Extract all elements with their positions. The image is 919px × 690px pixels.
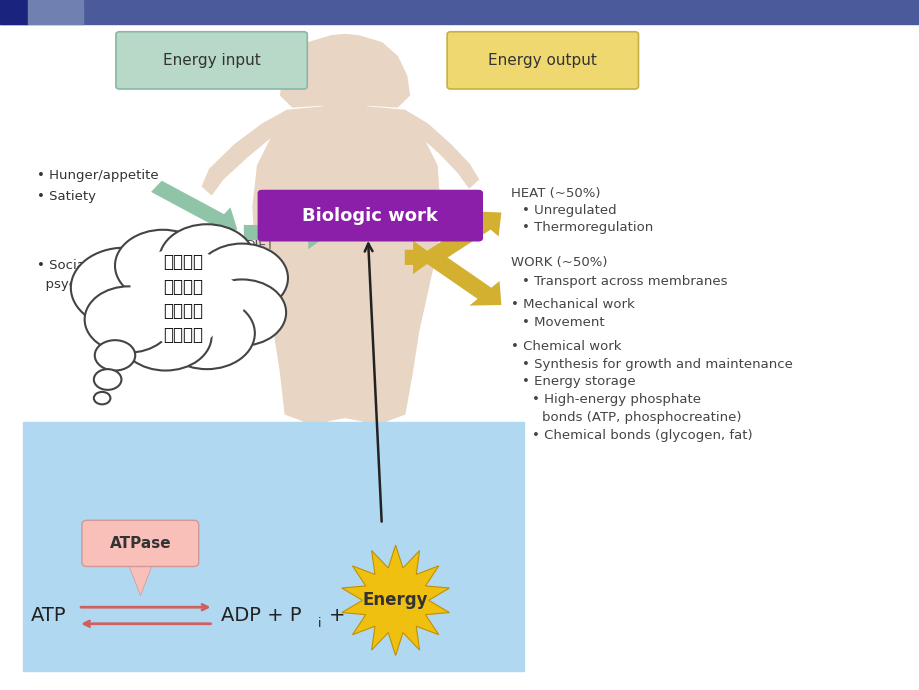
Circle shape [85,286,173,353]
Text: • Energy storage: • Energy storage [521,375,635,388]
Text: • Unregulated: • Unregulated [521,204,616,217]
Polygon shape [425,211,501,263]
Text: bonds (ATP, phosphocreatine): bonds (ATP, phosphocreatine) [541,411,741,424]
Text: i: i [317,618,321,630]
Bar [0,0,28,24]
Text: HEAT (~50%): HEAT (~50%) [510,187,599,199]
Bar [23,422,524,671]
Circle shape [126,245,236,328]
Text: • Hunger/appetite: • Hunger/appetite [37,170,158,182]
Text: Energy: Energy [362,591,428,609]
Polygon shape [425,252,501,306]
Ellipse shape [305,48,384,110]
Circle shape [123,279,199,335]
Circle shape [94,392,110,404]
Text: • Chemical work: • Chemical work [510,340,620,353]
Circle shape [115,230,210,302]
Text: • Movement: • Movement [521,317,604,329]
Text: • High-energy phosphate: • High-energy phosphate [531,393,700,406]
Circle shape [198,279,286,346]
Text: +: + [329,606,346,625]
Polygon shape [342,545,448,656]
Polygon shape [329,100,360,110]
Polygon shape [128,562,153,595]
Circle shape [150,297,218,348]
Text: • Synthesis for growth and maintenance: • Synthesis for growth and maintenance [521,358,791,371]
Text: • Chemical bonds (glycogen, fat): • Chemical bonds (glycogen, fat) [531,429,752,442]
Text: Biologic work: Biologic work [302,206,437,225]
Circle shape [159,297,255,369]
Text: • Thermoregulation: • Thermoregulation [521,221,652,234]
Circle shape [71,248,177,328]
Text: • Social and: • Social and [37,259,118,272]
Polygon shape [253,105,439,490]
Text: • Transport across membranes: • Transport across membranes [521,275,726,288]
Circle shape [119,276,202,338]
Text: • Satiety: • Satiety [37,190,96,203]
Circle shape [196,244,288,313]
Polygon shape [404,241,436,274]
Circle shape [159,224,255,296]
Text: DIET: DIET [245,239,274,252]
Polygon shape [151,181,237,232]
Text: Energy input: Energy input [163,53,260,68]
Circle shape [130,248,232,324]
FancyBboxPatch shape [82,520,199,566]
Polygon shape [244,216,331,249]
Circle shape [119,302,211,371]
Circle shape [95,340,135,371]
Polygon shape [202,110,294,195]
Text: Energy output: Energy output [488,53,596,68]
FancyBboxPatch shape [116,32,307,89]
Text: 机体的重
要贮能物
质和直接
供能物质: 机体的重 要贮能物 质和直接 供能物质 [163,253,203,344]
Circle shape [169,273,244,330]
Polygon shape [280,34,409,107]
FancyBboxPatch shape [447,32,638,89]
Circle shape [94,369,121,390]
FancyBboxPatch shape [257,190,482,242]
Text: WORK (~50%): WORK (~50%) [510,256,607,268]
Bar [28,0,83,24]
Circle shape [165,270,248,333]
Polygon shape [393,110,478,188]
Text: psychological factors: psychological factors [37,278,186,290]
Circle shape [147,295,221,350]
Text: ATP: ATP [30,606,66,625]
Text: ATPase: ATPase [109,536,171,551]
Text: ADP + P: ADP + P [221,606,301,625]
Bar [0,0,919,24]
Polygon shape [152,230,237,275]
Text: • Mechanical work: • Mechanical work [510,299,634,311]
